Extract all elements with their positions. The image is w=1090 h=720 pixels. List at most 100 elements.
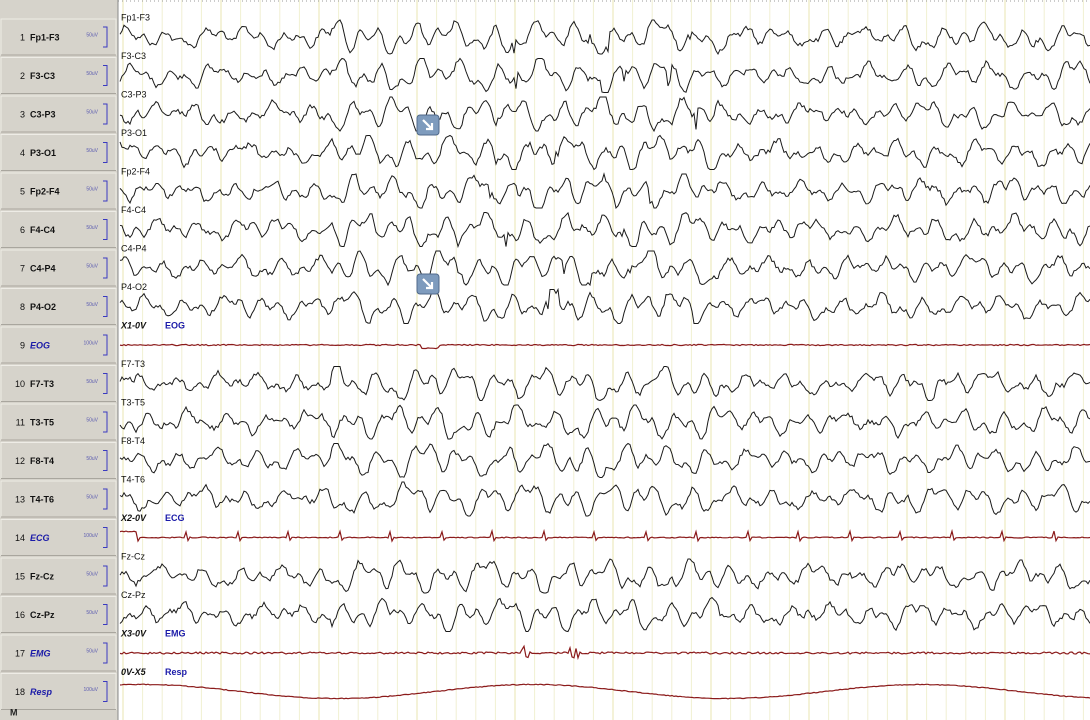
channel-scale: 50uV — [86, 302, 98, 308]
trace-label: Cz-Pz — [121, 590, 146, 600]
channel-number: 7 — [20, 263, 25, 273]
channel-number: 16 — [15, 610, 25, 620]
channel-number: 4 — [20, 148, 25, 158]
channel-name: Fp2-F4 — [30, 186, 60, 196]
waveform — [119, 343, 1090, 350]
channel-scale: 50uV — [86, 225, 98, 231]
waveform — [119, 404, 1090, 440]
trace-area — [118, 0, 1090, 720]
trace-label: X2-0V — [120, 513, 147, 523]
scale-bracket — [103, 103, 108, 125]
trace-label: F4-C4 — [121, 205, 146, 215]
trace-label: P3-O1 — [121, 128, 147, 138]
channel-scale: 50uV — [86, 456, 98, 462]
time-grid — [117, 0, 1090, 720]
channel-cell — [0, 18, 117, 56]
channel-number: 5 — [20, 186, 25, 196]
channel-scale: 50uV — [86, 263, 98, 269]
scale-bracket — [103, 373, 108, 394]
waveform — [119, 172, 1090, 210]
scale-bracket — [103, 681, 108, 702]
channel-list: 1 Fp1-F3 50uV 2 F3-C3 50uV 3 C3-P3 50uV 4 P3-O1 50u… — [0, 18, 117, 710]
channel-cell — [0, 442, 117, 479]
channel-number: 10 — [15, 379, 25, 389]
channel-name: F7-T3 — [30, 379, 54, 389]
channel-scale: 50uV — [86, 610, 98, 616]
channel-name: Fp1-F3 — [30, 32, 60, 42]
event-marker — [416, 114, 440, 136]
scale-bracket — [103, 219, 108, 240]
waveform — [119, 134, 1090, 171]
channel-cell — [0, 211, 117, 248]
channel-scale: 50uV — [86, 186, 98, 192]
channel-name: C3-P3 — [30, 109, 56, 119]
trace-label: X3-0V — [120, 628, 147, 638]
trace-label: T4-T6 — [121, 474, 145, 484]
channel-name: T4-T6 — [30, 494, 54, 504]
channel-name: ECG — [30, 533, 50, 543]
channel-name: F3-C3 — [30, 71, 55, 81]
channel-name: Cz-Pz — [30, 610, 55, 620]
channel-cell — [0, 365, 117, 402]
scale-bracket — [103, 527, 108, 548]
waveform — [119, 683, 1090, 700]
channel-scale: 50uV — [86, 109, 98, 115]
trace-sublabel: ECG — [165, 513, 185, 523]
waveform — [119, 96, 1090, 133]
channel-name: F4-C4 — [30, 225, 55, 235]
channel-cell — [0, 519, 117, 556]
scale-bracket — [103, 604, 108, 625]
waveform — [119, 287, 1090, 324]
channel-cell — [0, 288, 117, 325]
channel-number: 15 — [15, 571, 25, 581]
waveform — [119, 366, 1090, 402]
channel-scale: 50uV — [86, 71, 98, 77]
channel-name: Resp — [30, 687, 53, 697]
waveform — [119, 528, 1090, 543]
channel-scale: 50uV — [86, 379, 98, 385]
scale-bracket — [103, 65, 108, 86]
scale-bracket — [103, 488, 108, 510]
channel-cell — [0, 95, 117, 133]
channel-name: P3-O1 — [30, 148, 56, 158]
channel-number: 3 — [20, 109, 25, 119]
trace-label: Fp1-F3 — [121, 12, 150, 22]
channel-number: 17 — [15, 648, 25, 658]
channel-number: 9 — [20, 340, 25, 350]
waveform — [119, 211, 1090, 249]
channel-scale: 50uV — [86, 571, 98, 577]
trace-label: T3-T5 — [121, 397, 145, 407]
scale-bracket — [103, 257, 108, 279]
trace-label: C3-P3 — [121, 89, 147, 99]
trace-sublabel: EMG — [165, 628, 186, 638]
channel-number: 12 — [15, 456, 25, 466]
waveform — [119, 57, 1090, 93]
trace-label: C4-P4 — [121, 243, 147, 253]
scale-bracket — [103, 296, 108, 317]
trace-label: F7-T3 — [121, 359, 145, 369]
trace-label: X1-0V — [120, 320, 147, 330]
channel-scale: 100uV — [84, 340, 99, 346]
scale-bracket — [103, 642, 108, 664]
trace-label: Fz-Cz — [121, 551, 145, 561]
scale-bracket — [103, 565, 108, 587]
channel-cell — [0, 249, 117, 287]
channel-number: 8 — [20, 302, 25, 312]
trace-label: P4-O2 — [121, 282, 147, 292]
channel-name: EMG — [30, 648, 51, 658]
scale-bracket — [103, 450, 108, 471]
channel-number: 14 — [15, 533, 25, 543]
trace-sublabel: Resp — [165, 667, 188, 677]
trace-label: F3-C3 — [121, 51, 146, 61]
waveform — [119, 250, 1090, 287]
channel-scale: 100uV — [84, 533, 99, 539]
channel-scale: 50uV — [86, 32, 98, 38]
channel-name: Fz-Cz — [30, 571, 54, 581]
scale-bracket — [103, 180, 108, 202]
waveform — [119, 442, 1090, 478]
trace-label: F8-T4 — [121, 436, 145, 446]
channel-number: 13 — [15, 494, 25, 504]
channel-scale: 50uV — [86, 417, 98, 423]
marker-arrow — [422, 278, 434, 290]
channel-name: EOG — [30, 340, 50, 350]
